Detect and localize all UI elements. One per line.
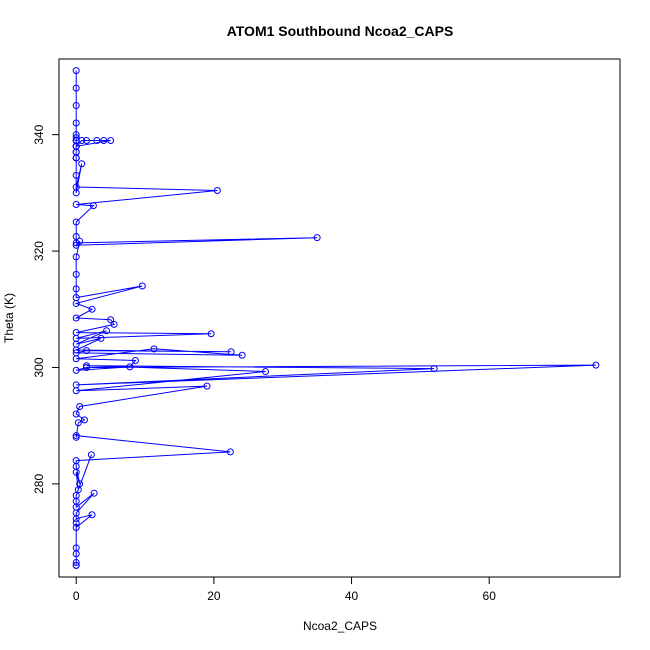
series-ncoa2-caps xyxy=(72,67,600,569)
data-point xyxy=(430,365,438,373)
data-point xyxy=(72,314,80,322)
data-point xyxy=(89,202,97,210)
data-point xyxy=(207,330,215,338)
data-point xyxy=(72,366,80,374)
data-point xyxy=(72,410,80,418)
data-point xyxy=(72,67,80,75)
data-point xyxy=(72,432,80,440)
data-point xyxy=(72,241,80,249)
data-point xyxy=(72,346,80,354)
data-point xyxy=(90,489,98,497)
data-point xyxy=(72,239,80,247)
data-point xyxy=(83,362,91,370)
data-point xyxy=(72,154,80,162)
data-point xyxy=(97,334,105,342)
data-point xyxy=(131,356,139,364)
x-tick-label: 40 xyxy=(345,589,359,603)
data-point xyxy=(88,511,96,519)
data-point xyxy=(72,183,80,191)
data-point xyxy=(72,84,80,92)
data-point xyxy=(72,171,80,179)
y-tick-label: 300 xyxy=(32,357,46,377)
data-point xyxy=(213,187,221,195)
y-axis-label: Theta (K) xyxy=(2,293,16,343)
data-point xyxy=(72,218,80,226)
data-point xyxy=(102,327,110,335)
data-point xyxy=(592,361,600,369)
data-point xyxy=(150,345,158,353)
data-point xyxy=(262,368,270,376)
data-point xyxy=(72,142,80,150)
plot-frame xyxy=(58,58,621,578)
y-tick-label: 280 xyxy=(32,474,46,494)
data-point xyxy=(78,160,86,168)
data-point xyxy=(227,348,235,356)
data-point xyxy=(88,305,96,313)
data-point xyxy=(93,136,101,144)
data-point xyxy=(72,515,80,523)
data-point xyxy=(72,253,80,261)
data-point xyxy=(107,316,115,324)
data-point xyxy=(78,136,86,144)
data-point xyxy=(76,402,84,410)
data-point xyxy=(72,119,80,127)
data-point xyxy=(72,270,80,278)
series-line xyxy=(74,70,596,566)
data-point xyxy=(72,558,80,566)
data-point xyxy=(87,451,95,459)
data-point xyxy=(313,234,321,242)
data-point xyxy=(100,136,108,144)
data-point xyxy=(110,320,118,328)
y-tick-label: 320 xyxy=(32,241,46,261)
data-point xyxy=(72,201,80,209)
data-point xyxy=(72,387,80,395)
x-axis: 0 20 40 60 xyxy=(73,576,497,603)
data-point xyxy=(72,519,80,527)
x-axis-label: Ncoa2_CAPS xyxy=(303,619,377,633)
data-point xyxy=(238,351,246,359)
data-point xyxy=(107,136,115,144)
data-point xyxy=(72,102,80,110)
x-tick-label: 20 xyxy=(207,589,221,603)
data-point xyxy=(72,524,80,532)
data-point xyxy=(72,299,80,307)
chart-title: ATOM1 Southbound Ncoa2_CAPS xyxy=(227,23,454,39)
data-point xyxy=(72,134,80,142)
data-point xyxy=(72,561,80,569)
y-axis: 280 300 320 340 xyxy=(32,124,60,494)
x-tick-label: 60 xyxy=(483,589,497,603)
data-point xyxy=(72,544,80,552)
data-point xyxy=(83,347,91,355)
data-point xyxy=(74,419,82,427)
y-tick-label: 340 xyxy=(32,124,46,144)
data-point xyxy=(72,468,80,476)
data-point xyxy=(76,237,84,245)
data-point xyxy=(80,416,88,424)
data-point xyxy=(126,363,134,371)
x-tick-label: 0 xyxy=(73,589,80,603)
data-point xyxy=(203,382,211,390)
data-point xyxy=(138,282,146,290)
data-point xyxy=(226,448,234,456)
data-point xyxy=(72,285,80,293)
data-point xyxy=(72,355,80,363)
data-point xyxy=(83,136,91,144)
